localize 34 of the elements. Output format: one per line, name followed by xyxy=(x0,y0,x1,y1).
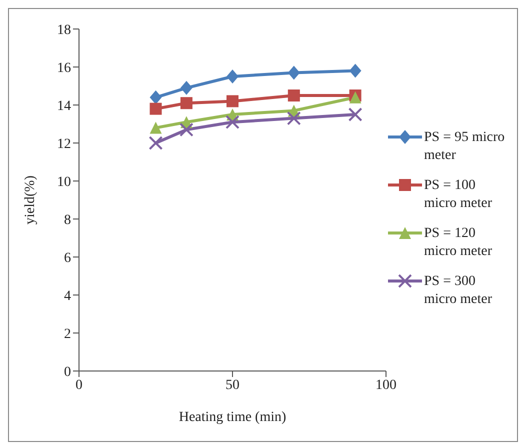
x-axis-title: Heating time (min) xyxy=(178,410,286,425)
y-tick-label: 6 xyxy=(64,250,71,266)
point xyxy=(179,122,194,137)
y-axis-title: yield(%) xyxy=(22,175,38,224)
point xyxy=(226,95,238,108)
point xyxy=(288,90,300,102)
y-tick-label: 4 xyxy=(64,288,71,304)
legend-label: PS = 95 micro meter xyxy=(424,129,506,165)
y-tick-label: 12 xyxy=(57,136,71,152)
point xyxy=(226,115,240,130)
point xyxy=(226,70,238,84)
point xyxy=(180,97,192,110)
y-tick-label: 18 xyxy=(57,22,71,38)
legend-label: PS = 120 micro meter xyxy=(424,225,494,261)
y-tick-label: 10 xyxy=(57,174,71,190)
point xyxy=(148,136,163,150)
legend-label: PS = 300 micro meter xyxy=(424,273,494,309)
point xyxy=(180,80,192,95)
x-tick-label: 50 xyxy=(226,378,240,393)
point xyxy=(150,102,162,115)
x-tick-label: 0 xyxy=(76,378,82,393)
y-tick-label: 2 xyxy=(64,326,71,342)
point xyxy=(348,108,362,122)
legend-label: PS = 100 micro meter xyxy=(424,177,494,213)
y-tick-label: 14 xyxy=(57,98,71,114)
point xyxy=(150,122,162,134)
x-tick-label: 100 xyxy=(376,378,396,393)
point xyxy=(349,64,362,78)
point xyxy=(150,90,162,104)
y-tick-label: 16 xyxy=(57,60,71,76)
y-tick-label: 8 xyxy=(64,212,71,228)
point xyxy=(288,66,300,80)
y-tick-label: 0 xyxy=(64,364,71,380)
point xyxy=(286,111,301,126)
